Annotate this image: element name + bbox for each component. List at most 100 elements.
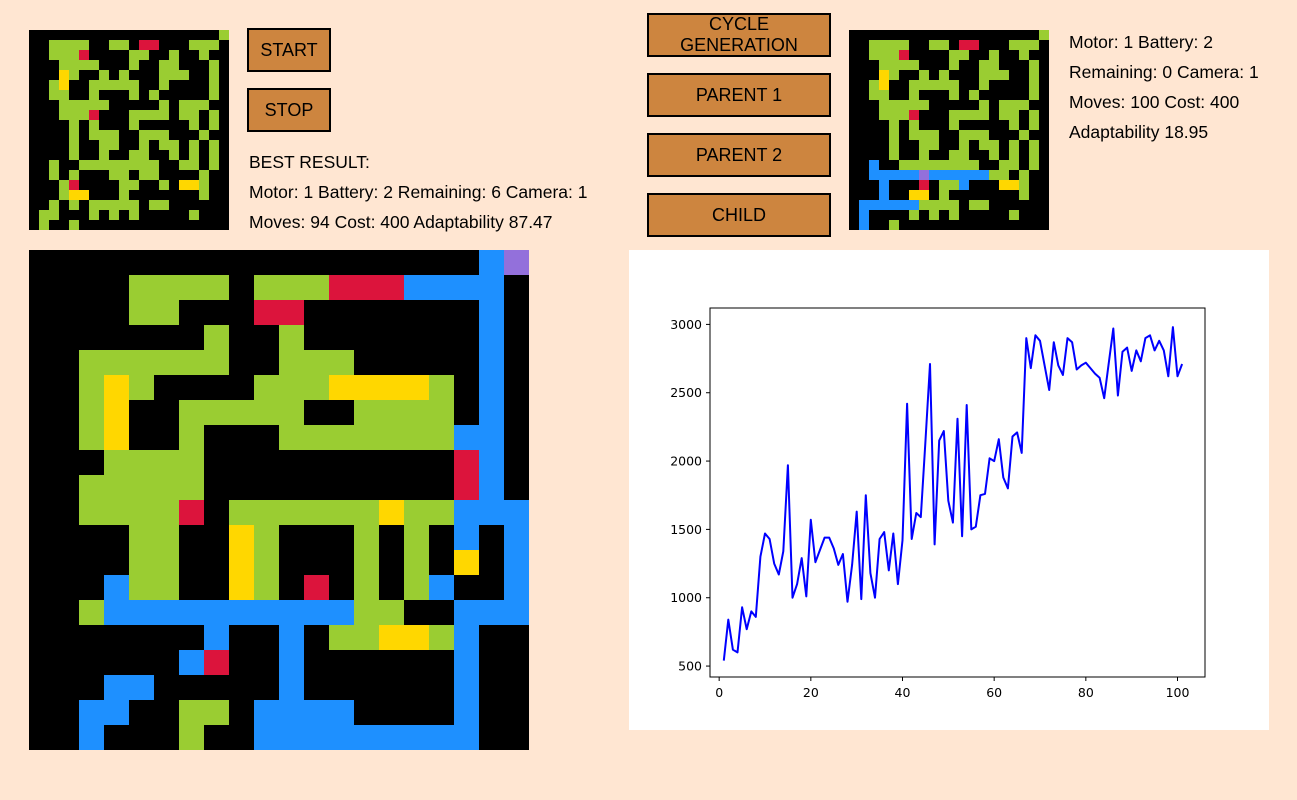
- maze-cell: [969, 70, 979, 80]
- maze-cell: [989, 30, 999, 40]
- maze-cell: [889, 40, 899, 50]
- maze-cell: [304, 475, 329, 500]
- best-result-title: BEST RESULT:: [249, 152, 370, 172]
- maze-cell: [89, 70, 99, 80]
- child-button[interactable]: CHILD: [647, 193, 831, 237]
- maze-cell: [149, 60, 159, 70]
- maze-cell: [969, 120, 979, 130]
- maze-cell: [139, 120, 149, 130]
- maze-cell: [79, 250, 104, 275]
- maze-cell: [129, 170, 139, 180]
- maze-cell: [909, 170, 919, 180]
- maze-cell: [1029, 150, 1039, 160]
- maze-cell: [49, 50, 59, 60]
- maze-cell: [879, 90, 889, 100]
- maze-cell: [969, 40, 979, 50]
- maze-cell: [104, 400, 129, 425]
- maze-cell: [354, 675, 379, 700]
- maze-cell: [849, 30, 859, 40]
- maze-cell: [129, 475, 154, 500]
- maze-cell: [39, 50, 49, 60]
- maze-cell: [959, 210, 969, 220]
- maze-cell: [79, 70, 89, 80]
- maze-cell: [479, 700, 504, 725]
- maze-cell: [179, 725, 204, 750]
- maze-cell: [29, 500, 54, 525]
- maze-cell: [79, 90, 89, 100]
- maze-cell: [129, 130, 139, 140]
- maze-cell: [939, 110, 949, 120]
- maze-cell: [79, 180, 89, 190]
- maze-cell: [999, 140, 1009, 150]
- maze-cell: [869, 170, 879, 180]
- maze-cell: [989, 90, 999, 100]
- maze-cell: [1019, 60, 1029, 70]
- maze-cell: [154, 700, 179, 725]
- maze-cell: [69, 210, 79, 220]
- maze-cell: [379, 700, 404, 725]
- maze-cell: [889, 130, 899, 140]
- maze-cell: [1019, 170, 1029, 180]
- maze-cell: [899, 80, 909, 90]
- maze-cell: [959, 80, 969, 90]
- maze-cell: [189, 220, 199, 230]
- maze-preview-current: [849, 30, 1049, 230]
- maze-cell: [949, 100, 959, 110]
- maze-cell: [59, 30, 69, 40]
- maze-cell: [89, 120, 99, 130]
- maze-cell: [219, 160, 229, 170]
- maze-cell: [29, 160, 39, 170]
- maze-cell: [229, 575, 254, 600]
- maze-cell: [1019, 40, 1029, 50]
- maze-cell: [209, 210, 219, 220]
- maze-cell: [204, 425, 229, 450]
- maze-cell: [1029, 160, 1039, 170]
- stop-button[interactable]: STOP: [247, 88, 331, 132]
- maze-cell: [54, 300, 79, 325]
- maze-cell: [1009, 120, 1019, 130]
- maze-cell: [139, 150, 149, 160]
- maze-cell: [1039, 220, 1049, 230]
- maze-cell: [219, 210, 229, 220]
- maze-cell: [59, 50, 69, 60]
- maze-cell: [999, 220, 1009, 230]
- maze-cell: [1019, 130, 1029, 140]
- maze-cell: [219, 80, 229, 90]
- maze-cell: [404, 600, 429, 625]
- parent-2-button[interactable]: PARENT 2: [647, 133, 831, 177]
- maze-cell: [54, 625, 79, 650]
- maze-cell: [989, 40, 999, 50]
- maze-cell: [304, 500, 329, 525]
- maze-cell: [79, 475, 104, 500]
- maze-cell: [154, 500, 179, 525]
- maze-cell: [254, 275, 279, 300]
- maze-cell: [104, 725, 129, 750]
- maze-cell: [79, 160, 89, 170]
- maze-cell: [909, 180, 919, 190]
- maze-cell: [929, 180, 939, 190]
- maze-cell: [204, 525, 229, 550]
- maze-cell: [889, 70, 899, 80]
- maze-cell: [39, 40, 49, 50]
- maze-cell: [919, 210, 929, 220]
- maze-cell: [89, 60, 99, 70]
- maze-cell: [229, 250, 254, 275]
- maze-cell: [354, 350, 379, 375]
- maze-cell: [189, 80, 199, 90]
- maze-cell: [54, 375, 79, 400]
- maze-cell: [179, 220, 189, 230]
- maze-cell: [479, 325, 504, 350]
- maze-cell: [139, 100, 149, 110]
- maze-cell: [1029, 120, 1039, 130]
- maze-cell: [204, 675, 229, 700]
- start-button[interactable]: START: [247, 28, 331, 72]
- maze-cell: [279, 575, 304, 600]
- maze-cell: [49, 90, 59, 100]
- maze-cell: [179, 60, 189, 70]
- maze-cell: [454, 325, 479, 350]
- parent-1-button[interactable]: PARENT 1: [647, 73, 831, 117]
- cycle-generation-button[interactable]: CYCLE GENERATION: [647, 13, 831, 57]
- maze-cell: [59, 220, 69, 230]
- maze-cell: [189, 50, 199, 60]
- maze-cell: [129, 90, 139, 100]
